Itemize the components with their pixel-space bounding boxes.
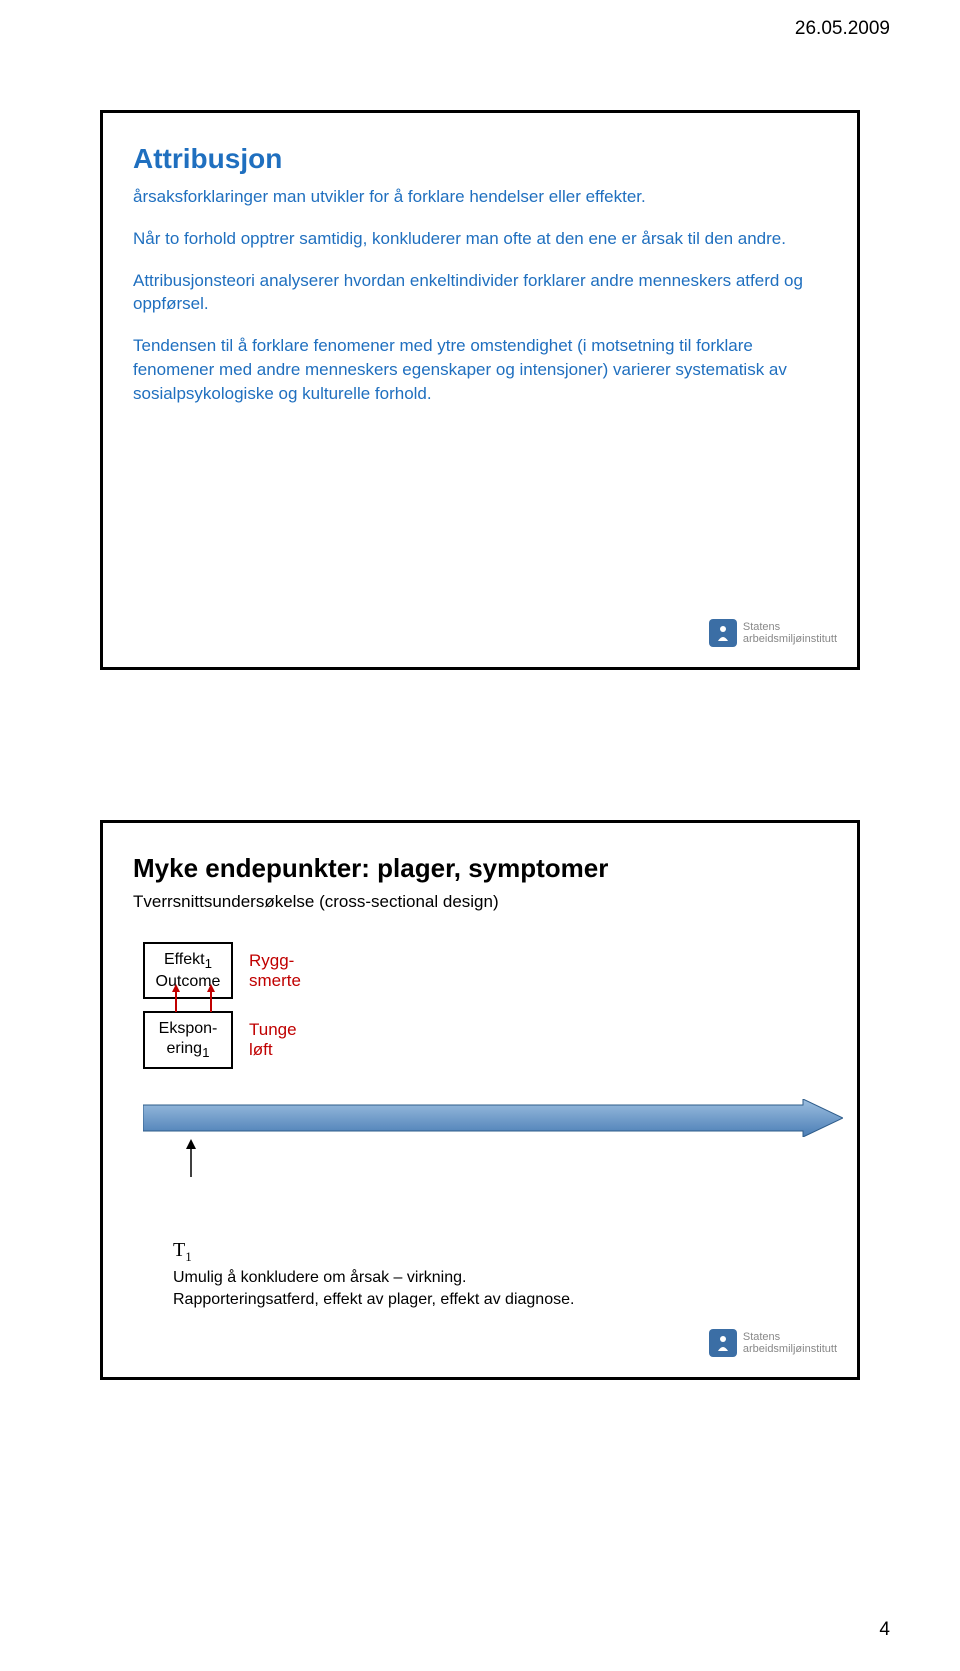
ekspon-sub: 1 (202, 1045, 209, 1060)
caption1: Umulig å konkludere om årsak – virkning. (173, 1269, 827, 1287)
t1-up-arrow (183, 1139, 199, 1179)
timeline-arrow (143, 1099, 843, 1137)
t-section: T1 Umulig å konkludere om årsak – virkni… (173, 1239, 827, 1309)
slide1-para1: årsaksforklaringer man utvikler for å fo… (133, 185, 827, 209)
slide-2: Myke endepunkter: plager, symptomer Tver… (100, 820, 860, 1380)
slide2-subtitle: Tverrsnittsundersøkelse (cross-sectional… (133, 892, 827, 912)
rygg-label: Rygg- smerte (249, 951, 301, 991)
logo-line1: Statens (743, 621, 837, 633)
ekspon-line2: ering (167, 1040, 203, 1057)
logo-icon-2 (709, 1329, 737, 1357)
slide1-para2: Når to forhold opptrer samtidig, konklud… (133, 227, 827, 251)
logo-line2: arbeidsmiljøinstitutt (743, 633, 837, 645)
box-row-2: Ekspon- ering1 Tunge løft (143, 1011, 827, 1068)
logo-line2-2: arbeidsmiljøinstitutt (743, 1343, 837, 1355)
box-row-1: Effekt1 Outcome Rygg- smerte (143, 942, 827, 999)
slide1-title: Attribusjon (133, 143, 827, 175)
ekspon-line1: Ekspon- (159, 1020, 218, 1037)
t-sub: 1 (185, 1249, 192, 1264)
effekt-sub: 1 (205, 956, 212, 971)
caption2: Rapporteringsatferd, effekt av plager, e… (173, 1291, 827, 1309)
timeline-arrow-block (143, 1099, 827, 1159)
slide1-para3: Attribusjonsteori analyserer hvordan enk… (133, 269, 827, 317)
slide-1: Attribusjon årsaksforklaringer man utvik… (100, 110, 860, 670)
slide1-para4: Tendensen til å forklare fenomener med y… (133, 334, 827, 405)
eksponering-box: Ekspon- ering1 (143, 1011, 233, 1068)
logo-text-2: Statens arbeidsmiljøinstitutt (743, 1331, 837, 1355)
logo-2: Statens arbeidsmiljøinstitutt (709, 1329, 837, 1357)
page-number: 4 (879, 1619, 890, 1641)
page-date: 26.05.2009 (795, 18, 890, 40)
logo: Statens arbeidsmiljøinstitutt (709, 619, 837, 647)
t1-label: T1 (173, 1239, 827, 1265)
logo-text: Statens arbeidsmiljøinstitutt (743, 621, 837, 645)
connector-arrows (161, 984, 231, 1014)
slide2-title: Myke endepunkter: plager, symptomer (133, 853, 827, 884)
logo-line1-2: Statens (743, 1331, 837, 1343)
effekt-label: Effekt (164, 951, 205, 968)
t-letter: T (173, 1239, 185, 1261)
tunge-label: Tunge løft (249, 1020, 297, 1060)
logo-icon (709, 619, 737, 647)
